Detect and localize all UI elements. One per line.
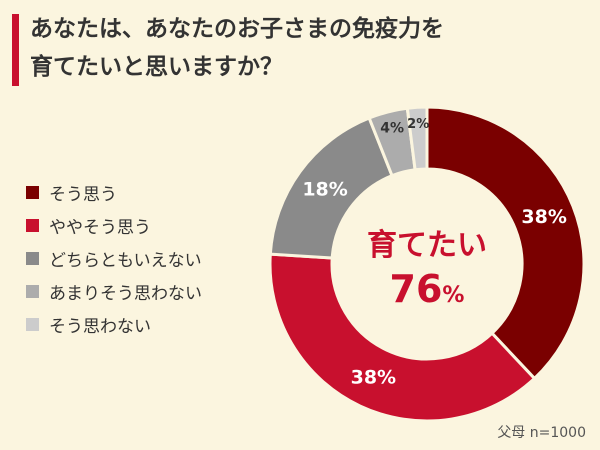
donut-center-value: 76% (390, 267, 465, 311)
donut-slice (405, 105, 429, 172)
legend-item: そう思う (26, 176, 202, 209)
legend-item: どちらともいえない (26, 242, 202, 275)
slice-value-label: 38% (521, 206, 566, 228)
legend-label: ややそう思う (49, 218, 151, 238)
donut-slice (425, 105, 586, 381)
legend-swatch (26, 186, 39, 199)
donut-slice-labels: 38% 38% 18% 4% 2% (302, 117, 567, 389)
slice-value-label: 38% (351, 367, 396, 389)
legend-swatch (26, 318, 39, 331)
chart-title: あなたは、あなたのお子さまの免疫力を 育てたいと思いますか？ (30, 10, 444, 86)
chart-title-line-1: あなたは、あなたのお子さまの免疫力を (30, 16, 444, 42)
legend-swatch (26, 219, 39, 232)
slice-value-label: 18% (302, 178, 347, 200)
slice-value-label: 4% (380, 120, 404, 136)
legend-swatch (26, 252, 39, 265)
title-accent-bar (12, 14, 19, 86)
legend-swatch (26, 285, 39, 298)
donut-center-label: 育てたい (367, 228, 487, 263)
donut-slices (268, 105, 586, 423)
legend-item: ややそう思う (26, 209, 202, 242)
legend-label: どちらともいえない (49, 251, 202, 271)
legend-item: あまりそう思わない (26, 275, 202, 308)
legend-label: そう思う (49, 185, 117, 205)
legend-label: あまりそう思わない (49, 284, 202, 304)
slice-value-label: 2% (407, 117, 429, 132)
sample-size-note: 父母 n=1000 (497, 425, 586, 441)
legend-item: そう思わない (26, 308, 202, 341)
donut-slice (268, 252, 537, 423)
chart-title-line-2: 育てたいと思いますか？ (30, 54, 283, 80)
chart-legend: そう思う ややそう思う どちらともいえない あまりそう思わない そう思わない (26, 176, 202, 341)
legend-label: そう思わない (49, 317, 151, 337)
